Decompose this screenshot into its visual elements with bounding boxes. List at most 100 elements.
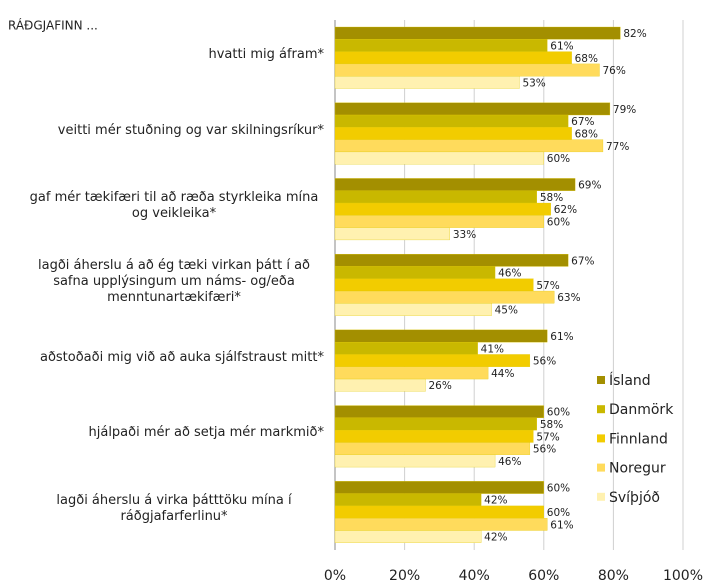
data-label: 60% — [547, 507, 570, 519]
data-label: 61% — [550, 519, 573, 531]
category-label: aðstoðaði mig við að auka sjálfstraust m… — [0, 350, 324, 366]
bar — [334, 518, 548, 531]
data-label: 26% — [428, 380, 451, 392]
bar — [334, 178, 576, 191]
bar — [334, 63, 600, 77]
data-label: 58% — [540, 419, 563, 431]
bar — [334, 139, 604, 153]
data-label: 76% — [602, 65, 625, 77]
data-label: 60% — [547, 153, 570, 165]
x-tick-label: 100% — [663, 568, 703, 584]
bar — [334, 493, 482, 507]
x-tick-label: 0% — [324, 568, 346, 584]
data-label: 41% — [481, 343, 504, 355]
bar — [334, 417, 537, 431]
category-text: hjálpaði mér að setja mér markmið* — [88, 425, 325, 441]
chart-title: RÁÐGJAFINN ... — [8, 18, 98, 33]
category-text: lagði áherslu á að ég tæki virkan þátt í… — [38, 258, 310, 305]
bar — [334, 505, 544, 519]
bar — [334, 530, 482, 543]
category-label: hvatti mig áfram* — [0, 47, 324, 63]
data-label: 60% — [547, 482, 570, 494]
data-label: 53% — [522, 77, 545, 89]
data-label: 77% — [606, 141, 629, 153]
legend-swatch — [597, 434, 605, 443]
category-text: hvatti mig áfram* — [208, 46, 324, 62]
data-label: 62% — [554, 204, 577, 216]
bar — [334, 51, 572, 65]
bar — [334, 290, 555, 304]
category-text: veitti mér stuðning og var skilningsríku… — [57, 122, 324, 138]
legend-label: Ísland — [609, 372, 651, 389]
category-label: lagði áherslu á að ég tæki virkan þátt í… — [0, 258, 324, 306]
bar — [334, 76, 520, 89]
data-label: 60% — [547, 216, 570, 228]
data-label: 58% — [540, 192, 563, 204]
data-label: 57% — [536, 280, 559, 292]
bar — [334, 151, 544, 165]
data-label: 33% — [453, 229, 476, 241]
data-label: 63% — [557, 292, 580, 304]
data-label: 79% — [613, 104, 636, 116]
bar — [334, 26, 621, 40]
data-label: 42% — [484, 532, 507, 544]
bar — [334, 378, 426, 392]
data-label: 46% — [498, 456, 521, 468]
legend-label: Danmörk — [609, 402, 674, 418]
data-label: 68% — [575, 128, 598, 140]
category-text: lagði áherslu á virka þátttöku mína í rá… — [56, 493, 292, 525]
category-text: aðstoðaði mig við að auka sjálfstraust m… — [39, 349, 324, 365]
bar — [334, 430, 534, 443]
data-label: 60% — [547, 407, 570, 419]
legend-swatch — [597, 405, 605, 414]
legend-label: Finnland — [609, 431, 668, 447]
category-label: lagði áherslu á virka þátttöku mína í rá… — [0, 493, 324, 525]
data-label: 56% — [533, 444, 556, 456]
bar — [334, 342, 478, 355]
data-label: 67% — [571, 116, 594, 128]
data-label: 42% — [484, 495, 507, 507]
x-tick-label: 20% — [389, 568, 420, 584]
bar — [334, 202, 551, 216]
data-label: 61% — [550, 40, 573, 52]
bar — [334, 481, 544, 494]
bar — [334, 405, 544, 419]
bar — [334, 227, 450, 241]
legend-swatch — [597, 376, 605, 384]
bar — [334, 127, 572, 140]
data-label: 67% — [571, 255, 594, 267]
data-label: 82% — [623, 28, 646, 40]
bar — [334, 454, 496, 468]
data-label: 68% — [575, 53, 598, 65]
bar — [334, 190, 537, 204]
data-label: 45% — [495, 304, 518, 316]
bar — [334, 39, 548, 52]
bar — [334, 303, 492, 316]
bar — [334, 354, 531, 367]
legend-label: Svíþjóð — [609, 490, 660, 506]
data-label: 69% — [578, 180, 601, 192]
bar — [334, 102, 611, 116]
data-label: 57% — [536, 431, 559, 443]
bar — [334, 442, 531, 455]
legend-swatch — [597, 463, 605, 472]
data-label: 46% — [498, 268, 521, 280]
bar — [334, 366, 489, 380]
data-label: 56% — [533, 356, 556, 368]
data-label: 44% — [491, 368, 514, 380]
bar — [334, 253, 569, 267]
category-label: veitti mér stuðning og var skilningsríku… — [0, 123, 324, 139]
legend-label: Noregur — [609, 461, 666, 477]
bar — [334, 215, 544, 228]
bar — [334, 329, 548, 343]
legend-swatch — [597, 492, 605, 501]
category-text: gaf mér tækifæri til að ræða styrkleika … — [29, 190, 319, 222]
bar — [334, 266, 496, 279]
x-tick-label: 80% — [598, 568, 629, 584]
category-label: gaf mér tækifæri til að ræða styrkleika … — [0, 190, 324, 222]
bar — [334, 278, 534, 292]
category-label: hjálpaði mér að setja mér markmið* — [0, 425, 325, 441]
x-tick-label: 40% — [459, 568, 490, 584]
